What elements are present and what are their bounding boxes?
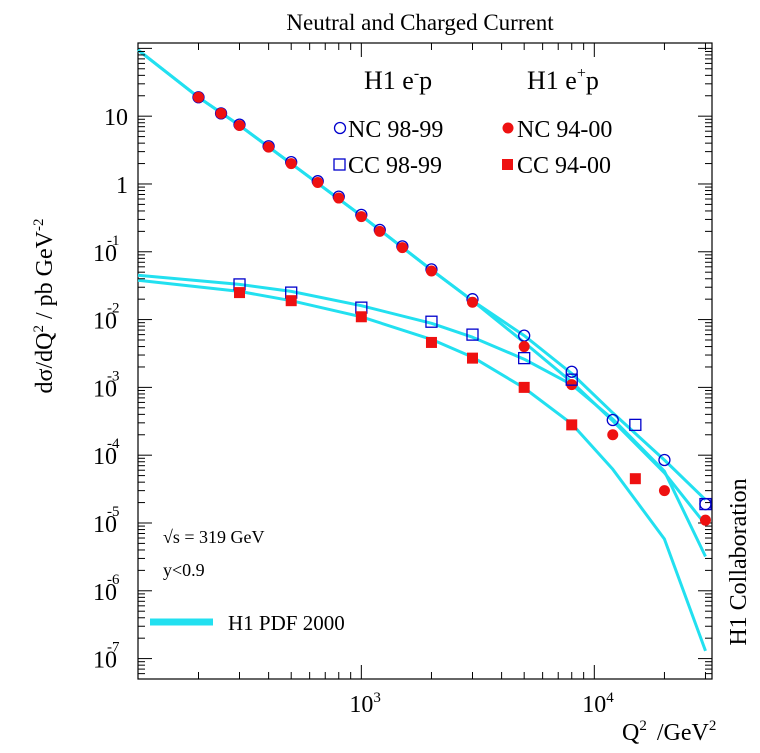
legend-marker-cc-9899 bbox=[333, 158, 346, 171]
data-point-nc-9400 bbox=[518, 341, 530, 353]
data-point-nc-9400 bbox=[699, 514, 711, 526]
legend-label-cc-9400: CC 94-00 bbox=[517, 153, 611, 179]
y-tick-label: 10 bbox=[104, 105, 128, 131]
y-tick-label: -710 bbox=[93, 640, 120, 674]
data-point-cc-9400 bbox=[466, 352, 478, 364]
legend-col2-title-end: p bbox=[586, 66, 599, 95]
data-point-nc-9400 bbox=[607, 429, 619, 441]
legend: H1 e-p H1 e+p NC 98-99 NC 94-00 CC 98-99… bbox=[333, 65, 612, 179]
chart-title: Neutral and Charged Current bbox=[286, 10, 554, 35]
legend-label-cc-9899: CC 98-99 bbox=[348, 153, 442, 179]
data-point-nc-9400 bbox=[374, 225, 386, 237]
axis-ticks bbox=[138, 43, 712, 680]
x-tick-label: 104 bbox=[582, 690, 614, 718]
x-axis-label: Q2/GeV2 bbox=[622, 718, 716, 746]
data-point-cc-9400 bbox=[425, 336, 437, 348]
x-label-main: Q bbox=[622, 720, 639, 746]
data-point-cc-9899 bbox=[518, 351, 531, 365]
y-label-sup: 2 bbox=[31, 325, 47, 333]
data-point-nc-9400 bbox=[333, 192, 345, 204]
fit-legend-label: H1 PDF 2000 bbox=[228, 611, 345, 635]
data-point-nc-9400 bbox=[192, 91, 204, 103]
x-label-unit: /GeV bbox=[657, 720, 710, 746]
data-point-cc-9899 bbox=[629, 418, 642, 432]
y-tick-label: -110 bbox=[93, 233, 120, 267]
legend-col1-title-sup: - bbox=[414, 65, 419, 82]
legend-col1-title-end: p bbox=[419, 66, 432, 95]
x-label-sup: 2 bbox=[639, 718, 647, 734]
legend-marker-cc-9400 bbox=[502, 159, 513, 170]
legend-marker-nc-9400 bbox=[502, 122, 514, 134]
data-point-cc-9400 bbox=[629, 473, 641, 485]
data-point-nc-9899 bbox=[565, 365, 578, 378]
y-tick-label: 1 bbox=[116, 173, 128, 199]
legend-label-nc-9400: NC 94-00 bbox=[517, 117, 612, 143]
data-point-nc-9400 bbox=[466, 296, 478, 308]
legend-marker-nc-9899 bbox=[333, 121, 347, 135]
tick-labels: 103 104 10 1 -110 -210 -310 -410 -510 -610 -710 bbox=[93, 105, 614, 718]
data-point-cc-9400 bbox=[285, 295, 297, 307]
fit-curve bbox=[137, 273, 707, 558]
legend-col1-title: H1 e-p bbox=[364, 65, 432, 95]
legend-col1-title-main: H1 e bbox=[364, 66, 414, 95]
data-point-nc-9400 bbox=[234, 119, 246, 131]
data-point-cc-9899 bbox=[699, 497, 712, 511]
data-point-nc-9400 bbox=[263, 141, 275, 153]
y-label-sup2: -2 bbox=[31, 219, 47, 232]
sqrt-s-annotation: √s = 319 GeV bbox=[163, 527, 265, 547]
data-point-cc-9400 bbox=[566, 419, 578, 431]
data-point-nc-9400 bbox=[355, 211, 367, 223]
data-point-nc-9400 bbox=[312, 177, 324, 189]
data-point-nc-9899 bbox=[699, 497, 712, 511]
data-point-cc-9899 bbox=[466, 328, 479, 341]
data-point-nc-9400 bbox=[285, 158, 297, 170]
fit-curve bbox=[137, 48, 707, 501]
fit-curve bbox=[137, 278, 707, 652]
data-point-cc-9400 bbox=[518, 381, 530, 393]
y-tick-label: -510 bbox=[93, 504, 120, 538]
y-tick-label: -410 bbox=[93, 436, 120, 470]
legend-col2-title-main: H1 e bbox=[527, 66, 577, 95]
x-label-unit-sup: 2 bbox=[709, 718, 717, 734]
data-markers bbox=[192, 91, 712, 526]
data-point-nc-9400 bbox=[658, 485, 670, 497]
side-label: H1 Collaboration bbox=[726, 478, 752, 645]
data-point-cc-9400 bbox=[234, 287, 246, 299]
data-point-nc-9899 bbox=[658, 453, 671, 467]
x-tick-label: 103 bbox=[349, 690, 381, 718]
y-axis-label: dσ/dQ2 / pb GeV-2 bbox=[31, 219, 58, 394]
y-label-main: dσ/dQ bbox=[32, 333, 58, 394]
legend-col2-title-sup: + bbox=[577, 65, 586, 82]
data-point-nc-9400 bbox=[396, 242, 408, 254]
y-tick-label: -210 bbox=[93, 301, 120, 335]
data-point-cc-9899 bbox=[565, 373, 578, 386]
y-tick-label: -610 bbox=[93, 572, 120, 606]
data-point-nc-9899 bbox=[606, 413, 619, 427]
y-tick-label: -310 bbox=[93, 368, 120, 402]
legend-label-nc-9899: NC 98-99 bbox=[348, 117, 443, 143]
y-cut-annotation: y<0.9 bbox=[163, 560, 205, 580]
plot-frame bbox=[137, 42, 713, 680]
y-label-mid: / pb GeV bbox=[32, 230, 58, 325]
data-point-nc-9400 bbox=[425, 265, 437, 277]
data-point-cc-9400 bbox=[355, 311, 367, 323]
legend-col2-title: H1 e+p bbox=[527, 65, 599, 95]
data-point-cc-9899 bbox=[425, 315, 438, 328]
data-point-nc-9400 bbox=[215, 107, 227, 119]
